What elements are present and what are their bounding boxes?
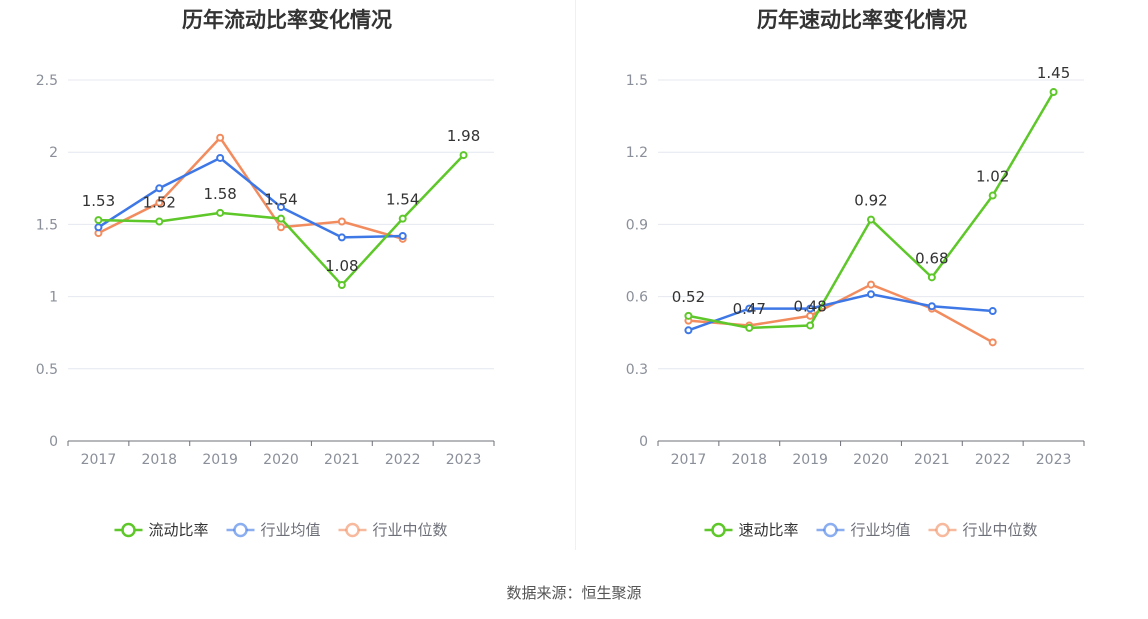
data-point [155, 217, 164, 226]
x-tick-label: 2023 [446, 452, 482, 468]
panel-divider [575, 0, 576, 550]
y-tick-label: 0.5 [36, 362, 58, 378]
y-tick-label: 1.2 [626, 145, 648, 161]
x-tick-label: 2020 [263, 452, 299, 468]
data-label: 1.08 [325, 257, 358, 275]
data-point [94, 216, 103, 225]
x-tick-label: 2018 [141, 452, 177, 468]
data-point [867, 215, 875, 224]
y-tick-label: 0.9 [626, 217, 648, 233]
data-point [459, 151, 468, 160]
data-label: 1.52 [143, 194, 176, 212]
data-point [988, 338, 997, 347]
data-point [398, 231, 407, 240]
legend-item-label: 流动比率 [149, 521, 209, 539]
legend-swatch-marker [823, 522, 838, 538]
legend-item-label: 行业均值 [851, 521, 911, 539]
x-tick-label: 2020 [853, 452, 889, 468]
data-label: 0.68 [915, 249, 948, 267]
data-point [806, 321, 815, 330]
legend-item-label: 行业均值 [261, 521, 321, 539]
y-tick-label: 1.5 [36, 217, 58, 233]
y-tick-label: 1 [49, 290, 58, 306]
y-tick-label: 0 [49, 434, 58, 450]
data-point [337, 217, 346, 226]
x-tick-label: 2018 [731, 452, 767, 468]
series-line [688, 292, 993, 332]
data-label: 0.48 [793, 297, 826, 315]
data-point [155, 198, 164, 207]
x-tick-label: 2019 [202, 452, 238, 468]
x-tick-label: 2021 [324, 452, 360, 468]
legend-swatch-marker [711, 522, 726, 538]
data-point [927, 273, 936, 282]
data-point [277, 203, 285, 212]
data-point [927, 302, 936, 311]
data-label: 0.92 [854, 192, 887, 210]
x-tick-label: 2019 [792, 452, 828, 468]
data-point [277, 223, 285, 232]
data-point [867, 290, 875, 299]
legend: 速动比率 行业均值 行业中位数 [704, 521, 1038, 539]
y-tick-label: 0 [639, 434, 648, 450]
data-point [806, 311, 815, 320]
chart-title: 历年速动比率变化情况 [757, 8, 967, 32]
legend-swatch-marker [233, 522, 248, 538]
data-point [1049, 88, 1058, 97]
data-label: 1.54 [264, 191, 297, 209]
data-point [216, 133, 225, 142]
y-tick-label: 2.5 [36, 73, 58, 89]
data-label: 1.45 [1037, 64, 1070, 82]
legend-swatch-marker [121, 522, 136, 538]
series-line [97, 156, 403, 239]
legend-item-label: 速动比率 [739, 521, 799, 539]
x-tick-label: 2023 [1036, 452, 1072, 468]
current-ratio-chart: 历年流动比率变化情况 0 0.5 1 1.5 2 2.5 2017 2018 2019 2020 2… [0, 0, 574, 560]
x-tick-label: 2017 [671, 452, 707, 468]
data-point [398, 214, 407, 223]
data-point [988, 191, 997, 200]
legend-item-label: 行业中位数 [373, 521, 448, 539]
quick-ratio-plot: 0 0.3 0.6 0.9 1.2 1.5 2017 2018 2019 2020 2021 2022… [626, 64, 1085, 539]
data-point [337, 233, 346, 242]
data-point [988, 307, 997, 316]
quick-ratio-chart: 历年速动比率变化情况 0 0.3 0.6 0.9 1.2 1.5 2017 2018 2019 2… [575, 0, 1148, 560]
y-tick-label: 2 [49, 145, 58, 161]
data-label: 0.47 [733, 300, 766, 318]
data-point [684, 326, 693, 335]
x-tick-label: 2022 [385, 452, 421, 468]
data-point [155, 184, 164, 193]
data-point [216, 153, 225, 162]
data-label: 1.98 [447, 127, 480, 145]
data-point [277, 214, 285, 223]
data-label: 1.53 [82, 192, 115, 210]
legend-item-label: 行业中位数 [963, 521, 1038, 539]
x-tick-label: 2022 [975, 452, 1011, 468]
x-tick-label: 2017 [81, 452, 117, 468]
data-source: 数据来源：恒生聚源 [506, 584, 642, 602]
data-point [94, 223, 103, 232]
data-point [867, 280, 875, 289]
y-tick-label: 0.6 [626, 290, 648, 306]
data-point [745, 323, 754, 332]
data-label: 1.54 [386, 191, 419, 209]
series-line [97, 136, 404, 241]
data-label: 1.58 [203, 185, 236, 203]
y-tick-label: 1.5 [626, 73, 648, 89]
data-label: 1.02 [976, 168, 1009, 186]
data-point [745, 304, 754, 313]
legend-swatch-marker [935, 522, 950, 538]
data-label: 0.52 [672, 288, 705, 306]
y-tick-label: 0.3 [626, 362, 648, 378]
data-point [337, 281, 346, 290]
x-tick-label: 2021 [914, 452, 950, 468]
data-point [216, 208, 225, 217]
chart-title: 历年流动比率变化情况 [182, 8, 392, 32]
legend-swatch-marker [345, 522, 360, 538]
data-point [806, 304, 815, 313]
legend: 流动比率 行业均值 行业中位数 [114, 521, 448, 539]
data-point [684, 311, 693, 320]
